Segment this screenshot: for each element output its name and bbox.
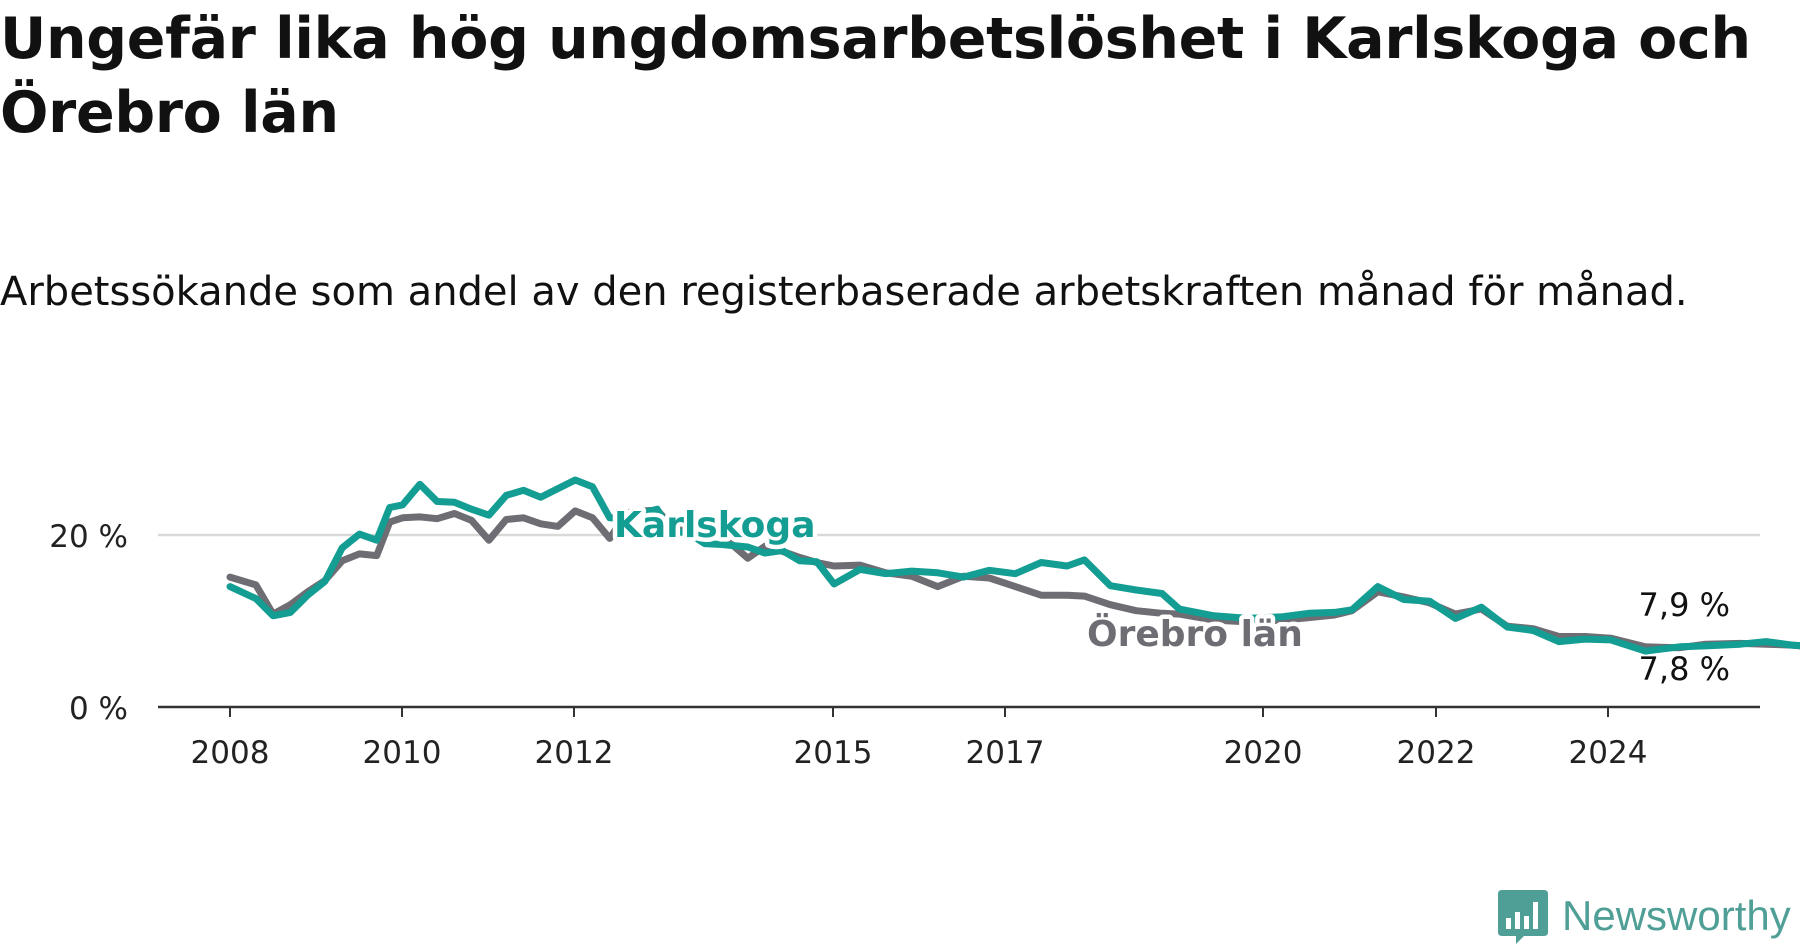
x-tick-label: 2017	[966, 735, 1045, 770]
end-value-orebro-lan: 7,8 %	[1639, 650, 1730, 688]
series-line-karlskoga	[226, 476, 1800, 655]
series-label-orebro-lan: Örebro län	[1087, 613, 1303, 655]
chart-subtitle: Arbetssökande som andel av den registerb…	[0, 269, 1688, 315]
x-axis: 2008 2010 2012 2015 2017 2020 2022 2024	[158, 705, 1760, 770]
x-tick-label: 2010	[363, 735, 442, 770]
newsworthy-logo-icon	[1498, 890, 1548, 944]
brand-name: Newsworthy	[1562, 892, 1791, 939]
x-tick-label: 2008	[191, 735, 270, 770]
series-line-orebro-lan	[226, 506, 1800, 652]
y-tick-label: 0 %	[69, 691, 128, 727]
series-label-karlskoga: Karlskoga	[614, 505, 815, 546]
x-tick-label: 2015	[794, 735, 873, 770]
line-chart: 0 % 20 % 2008 2010 2012 2015 2017 2020 2022 2024…	[49, 476, 1800, 770]
x-tick-label: 2024	[1569, 735, 1648, 770]
x-tick-label: 2022	[1397, 735, 1476, 770]
series-layer	[226, 476, 1800, 655]
y-tick-label: 20 %	[49, 519, 128, 555]
x-tick-label: 2012	[535, 735, 614, 770]
y-axis: 0 % 20 %	[49, 519, 1760, 727]
x-tick-label: 2020	[1224, 735, 1303, 770]
label-layer: Karlskoga Örebro län 7,9 % 7,8 %	[610, 501, 1731, 689]
chart-title: Ungefär lika hög ungdomsarbetslöshet i K…	[0, 6, 1751, 146]
end-value-karlskoga: 7,9 %	[1639, 586, 1730, 624]
